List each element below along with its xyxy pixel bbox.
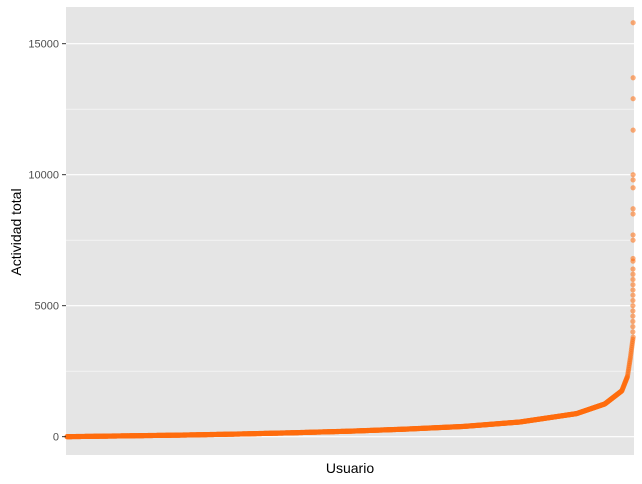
y-axis-title: Actividad total [8, 188, 24, 275]
outlier-point [630, 308, 636, 314]
outlier-point [630, 237, 636, 243]
outlier-point [630, 271, 636, 277]
y-tick-label: 10000 [28, 170, 59, 182]
outlier-point [630, 287, 636, 293]
outlier-point [630, 177, 636, 183]
y-tick-label: 15000 [28, 39, 59, 51]
outlier-point [630, 172, 636, 178]
y-tick-label: 5000 [35, 301, 59, 313]
outlier-point [630, 96, 636, 102]
outlier-point [630, 324, 636, 330]
outlier-point [630, 127, 636, 133]
outlier-point [630, 266, 636, 272]
outlier-point [630, 313, 636, 319]
outlier-point [630, 292, 636, 298]
outlier-point [630, 75, 636, 81]
data-point [630, 334, 636, 340]
outlier-point [630, 206, 636, 212]
outlier-point [630, 329, 636, 335]
outlier-point [630, 303, 636, 309]
outlier-point [630, 276, 636, 283]
outlier-point [630, 297, 636, 304]
outlier-point [630, 255, 636, 262]
outlier-point [630, 211, 636, 217]
x-axis-title: Usuario [326, 460, 374, 476]
outlier-point [630, 232, 636, 238]
y-tick-label: 0 [53, 432, 59, 444]
data-points [64, 20, 636, 440]
plot-panel [66, 7, 634, 455]
outlier-point [630, 282, 636, 288]
outlier-point [630, 185, 636, 191]
outlier-point [630, 318, 636, 324]
y-axis-ticks: 0 5000 10000 15000 [28, 39, 66, 444]
gridlines-minor [66, 108, 634, 372]
outlier-point [630, 20, 636, 26]
